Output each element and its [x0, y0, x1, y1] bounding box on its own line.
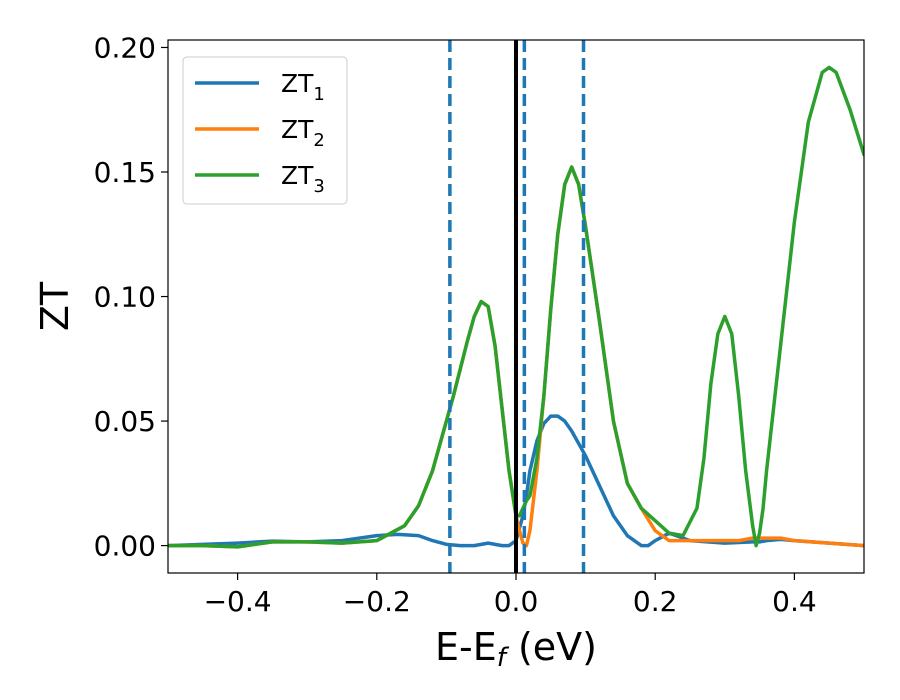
x-tick-label: −0.4 [204, 585, 272, 618]
y-tick-label: 0.20 [94, 31, 156, 64]
x-tick-label: −0.2 [343, 585, 411, 618]
x-tick-label: 0.4 [772, 585, 817, 618]
legend-box [182, 56, 348, 205]
x-axis-label: E-Ef (eV) [435, 625, 597, 673]
y-axis: 0.00 0.05 0.10 0.15 0.20 [94, 31, 168, 563]
y-tick-label: 0.15 [94, 156, 156, 189]
x-tick-label: 0.0 [494, 585, 539, 618]
y-tick-label: 0.00 [94, 530, 156, 563]
y-tick-label: 0.10 [94, 281, 156, 314]
x-tick-label: 0.2 [633, 585, 678, 618]
plot-area [168, 40, 864, 573]
x-axis: −0.4 −0.2 0.0 0.2 0.4 [204, 573, 817, 618]
y-tick-label: 0.05 [94, 405, 156, 438]
y-axis-label: ZT [33, 281, 77, 331]
series-line-zt-3 [168, 65, 864, 549]
